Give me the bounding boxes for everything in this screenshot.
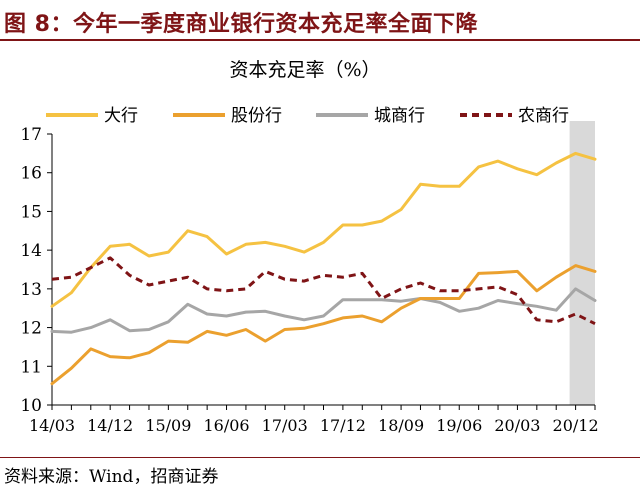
- x-tick-label: 14/03: [29, 416, 75, 435]
- x-tick-label: 20/03: [494, 416, 540, 435]
- legend-label-2: 城商行: [374, 106, 425, 126]
- chart-area: 资本充足率（%） 大行 股份行 城商行 农商行 10 11 12 13 14 15 16 17 14/03…: [0, 44, 640, 454]
- y-tick-label: 13: [20, 280, 42, 300]
- x-tick-label: 17/12: [320, 416, 366, 435]
- series-line-1: [50, 264, 597, 386]
- figure-header: 图 8：今年一季度商业银行资本充足率全面下降: [0, 0, 640, 41]
- legend-label-3: 农商行: [518, 106, 569, 126]
- chart-title: 资本充足率（%）: [229, 59, 380, 81]
- y-tick-label: 14: [20, 241, 42, 261]
- x-tick-label: 15/09: [145, 416, 191, 435]
- legend-label-1: 股份行: [231, 106, 282, 126]
- y-tick-label: 10: [20, 396, 42, 416]
- y-tick-label: 17: [20, 125, 42, 145]
- y-tick-label: 11: [20, 357, 42, 377]
- series-line-2: [50, 287, 597, 334]
- figure-title: 图 8：今年一季度商业银行资本充足率全面下降: [4, 12, 478, 37]
- y-tick-label: 12: [20, 319, 42, 339]
- source-note: 资料来源：Wind，招商证券: [4, 467, 219, 487]
- x-tick-label: 20/12: [553, 416, 599, 435]
- x-tick-label: 14/12: [87, 416, 133, 435]
- title-rule: [0, 39, 640, 41]
- legend-label-0: 大行: [104, 106, 138, 126]
- x-tick-label: 16/06: [203, 416, 249, 435]
- x-tick-label: 18/09: [378, 416, 424, 435]
- series-line-0: [50, 151, 597, 308]
- source-rule: [0, 457, 640, 458]
- series-line-3: [51, 256, 596, 326]
- line-chart: 资本充足率（%） 大行 股份行 城商行 农商行 10 11 12 13 14 15 16 17 14/03…: [20, 59, 599, 435]
- x-tick-label: 19/06: [436, 416, 482, 435]
- y-tick-label: 15: [20, 202, 42, 222]
- x-tick-label: 17/03: [262, 416, 308, 435]
- y-tick-label: 16: [20, 164, 42, 184]
- highlight-band: [569, 121, 595, 405]
